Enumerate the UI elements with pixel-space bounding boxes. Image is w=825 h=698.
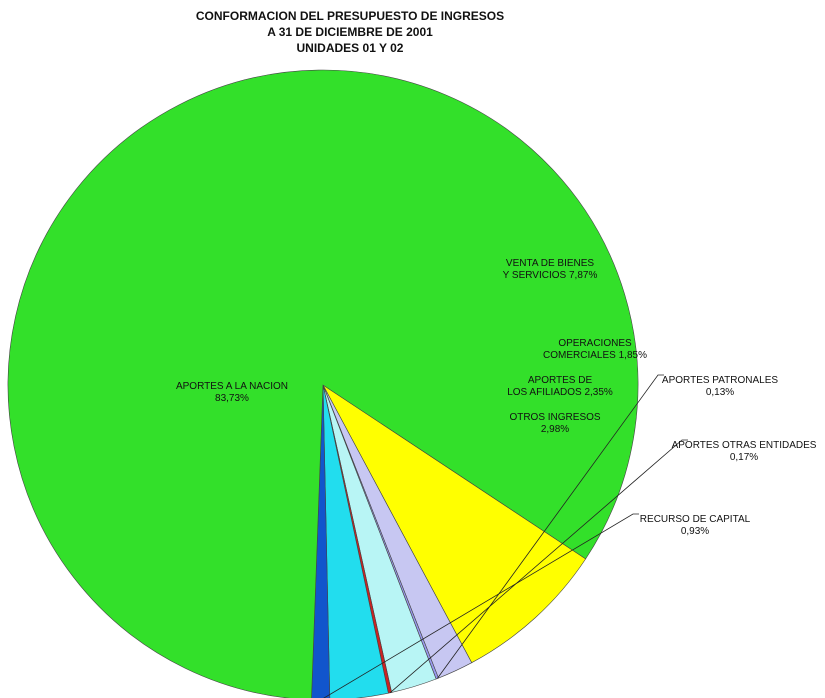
chart-title-line-1: CONFORMACION DEL PRESUPUESTO DE INGRESOS <box>195 9 505 23</box>
slice-label-2: APORTES PATRONALES 0,13% <box>662 375 778 398</box>
leader-line-2 <box>436 374 664 679</box>
pie-slices <box>7 69 639 698</box>
pie-slice-6 <box>311 384 331 698</box>
slice-label-7: APORTES A LA NACION 83,73% <box>176 381 288 404</box>
slice-label-4: APORTES OTRAS ENTIDADES 0,17% <box>672 440 817 463</box>
slice-labels: VENTA DE BIENES Y SERVICIOS 7,87% OPERACIO… <box>176 258 817 537</box>
pie-slice-7 <box>7 69 639 698</box>
slice-label-1: OPERACIONES COMERCIALES 1,85% <box>543 338 647 361</box>
pie-slice-0 <box>322 384 587 664</box>
chart-title-line-3: UNIDADES 01 Y 02 <box>296 41 404 55</box>
chart-title: CONFORMACION DEL PRESUPUESTO DE INGRESOS… <box>150 8 550 56</box>
slice-label-3: APORTES DE LOS AFILIADOS 2,35% <box>507 375 613 398</box>
slice-label-0: VENTA DE BIENES Y SERVICIOS 7,87% <box>503 258 598 281</box>
slice-label-5: OTROS INGRESOS 2,98% <box>509 412 600 435</box>
chart-title-line-2: A 31 DE DICIEMBRE DE 2001 <box>267 25 433 39</box>
leader-line-6 <box>323 513 639 698</box>
leader-line-4 <box>389 439 688 694</box>
slice-label-6: RECURSO DE CAPITAL 0,93% <box>640 514 751 537</box>
leader-lines <box>323 374 688 698</box>
